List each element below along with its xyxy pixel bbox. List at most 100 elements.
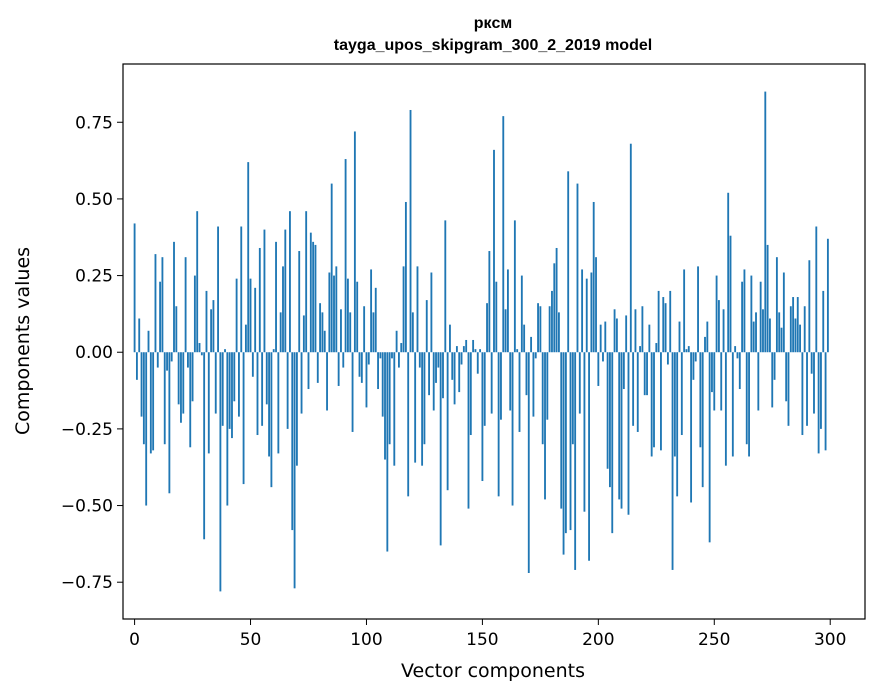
bar	[806, 352, 808, 426]
bar	[152, 352, 155, 451]
y-tick-label: −0.75	[61, 573, 113, 593]
bar	[228, 352, 231, 429]
bar	[562, 352, 565, 555]
bar	[551, 290, 553, 353]
bar	[597, 352, 600, 386]
bar	[792, 297, 795, 353]
bar	[516, 349, 519, 353]
bar	[442, 352, 444, 399]
bar	[379, 352, 382, 359]
bar	[404, 201, 407, 353]
bar	[270, 352, 273, 488]
bar	[166, 352, 168, 371]
bar	[622, 352, 625, 390]
bar	[277, 352, 280, 454]
bar	[147, 330, 150, 353]
bar	[330, 183, 333, 353]
bar	[766, 244, 769, 353]
bar	[803, 306, 806, 353]
bar	[690, 352, 693, 503]
y-tick-label: 0.50	[75, 190, 113, 210]
bar	[275, 241, 277, 353]
bar	[680, 352, 683, 436]
bar	[488, 251, 491, 353]
bar	[286, 352, 289, 429]
bar	[254, 287, 257, 353]
bar	[302, 315, 305, 353]
bar	[479, 349, 482, 353]
bar	[748, 352, 750, 457]
bar	[319, 303, 322, 353]
bar	[671, 352, 674, 570]
bar	[785, 352, 788, 402]
bar	[769, 318, 771, 353]
bar	[346, 278, 349, 353]
bar	[750, 275, 753, 353]
bar	[771, 352, 774, 408]
bar	[775, 257, 778, 353]
bar	[567, 171, 570, 353]
bar	[602, 352, 604, 362]
bar	[799, 324, 801, 353]
bar	[326, 352, 328, 411]
bar	[284, 229, 287, 353]
bar	[673, 352, 676, 457]
bar	[154, 254, 157, 353]
bar	[353, 131, 356, 353]
bar	[822, 290, 825, 353]
bar	[244, 324, 247, 353]
bar	[309, 232, 312, 353]
bar	[451, 352, 454, 380]
bar	[372, 312, 375, 353]
bar	[140, 352, 143, 417]
bar	[430, 272, 433, 353]
bar	[307, 352, 310, 390]
bar	[182, 352, 185, 414]
bar	[685, 349, 688, 353]
x-tick-label: 50	[240, 630, 262, 650]
y-axis: −0.75 −0.50 −0.25 0.00 0.25 0.50 0.75	[61, 113, 123, 593]
bar	[265, 352, 268, 405]
bar	[541, 352, 544, 445]
bar	[810, 352, 813, 374]
bar	[789, 306, 792, 353]
bar	[462, 346, 465, 353]
bar	[337, 352, 340, 386]
bar	[156, 352, 159, 368]
bar	[367, 352, 370, 365]
bar	[370, 269, 373, 353]
x-tick-label: 150	[466, 630, 498, 650]
bar	[553, 263, 556, 353]
bar	[773, 352, 776, 380]
bar	[363, 306, 366, 353]
bar	[193, 275, 196, 353]
bar	[449, 324, 451, 353]
bar	[425, 300, 428, 353]
bar	[757, 352, 760, 411]
bar	[328, 272, 331, 353]
bar	[722, 309, 725, 353]
bar	[655, 343, 658, 353]
bar	[694, 352, 697, 362]
bar	[444, 220, 447, 353]
bar	[632, 352, 635, 426]
bar	[634, 309, 637, 353]
bar	[483, 352, 486, 426]
bar	[530, 336, 533, 353]
bar	[472, 339, 475, 353]
bar	[727, 192, 730, 353]
bar	[532, 352, 535, 417]
bar	[187, 352, 189, 368]
bar	[458, 352, 461, 393]
bar	[163, 352, 166, 445]
bar	[711, 352, 713, 393]
bar	[467, 352, 470, 509]
bar	[391, 352, 393, 359]
bar	[611, 352, 614, 534]
bar	[592, 201, 595, 353]
bar	[428, 352, 430, 396]
bar	[247, 162, 250, 353]
bar	[453, 352, 456, 405]
